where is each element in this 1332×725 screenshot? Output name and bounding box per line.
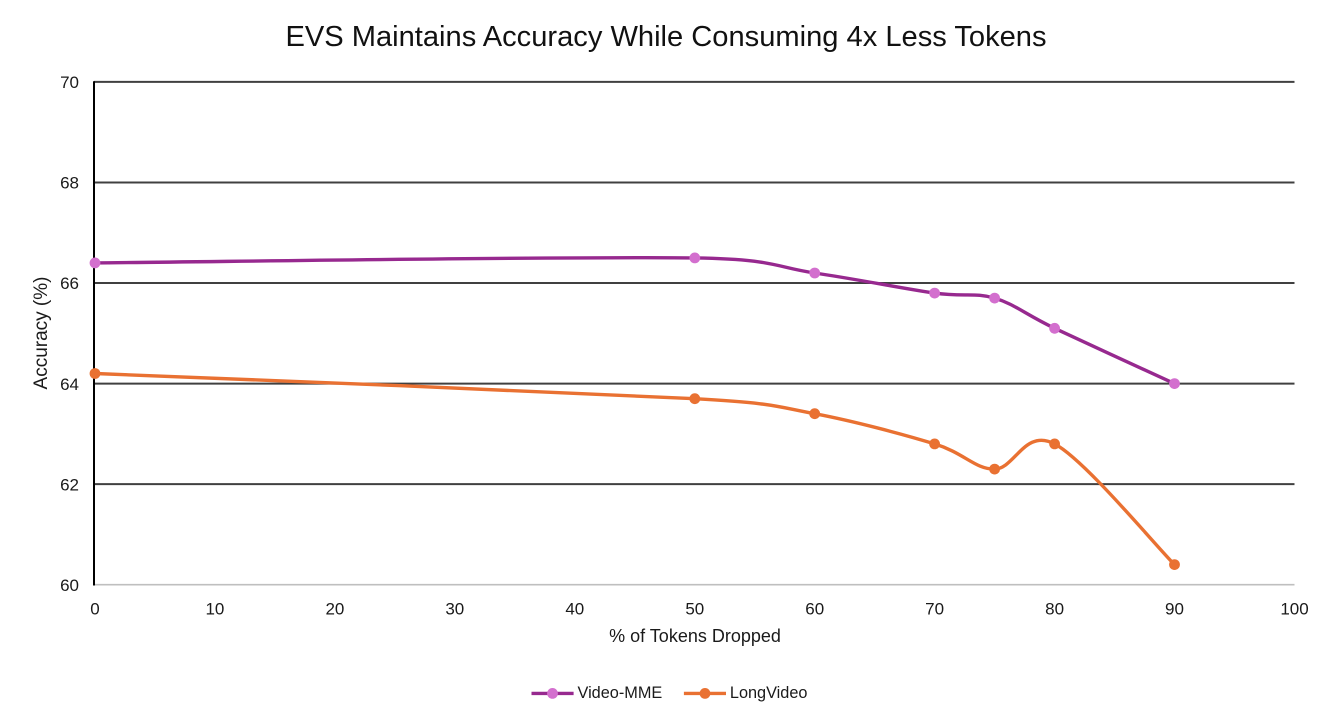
svg-text:Video-MME: Video-MME bbox=[578, 684, 663, 702]
svg-text:30: 30 bbox=[445, 599, 464, 618]
svg-text:68: 68 bbox=[60, 174, 79, 193]
svg-text:10: 10 bbox=[205, 599, 224, 618]
svg-text:% of Tokens Dropped: % of Tokens Dropped bbox=[609, 626, 781, 646]
svg-text:66: 66 bbox=[60, 274, 79, 293]
svg-text:70: 70 bbox=[925, 599, 944, 618]
svg-text:70: 70 bbox=[60, 73, 79, 92]
svg-text:Accuracy (%): Accuracy (%) bbox=[31, 277, 52, 390]
svg-text:60: 60 bbox=[805, 599, 824, 618]
svg-text:20: 20 bbox=[325, 599, 344, 618]
svg-text:64: 64 bbox=[60, 375, 79, 394]
svg-text:LongVideo: LongVideo bbox=[730, 684, 808, 702]
svg-text:50: 50 bbox=[685, 599, 704, 618]
svg-text:40: 40 bbox=[565, 599, 584, 618]
svg-text:0: 0 bbox=[90, 599, 99, 618]
svg-text:90: 90 bbox=[1165, 599, 1184, 618]
svg-text:EVS Maintains Accuracy While C: EVS Maintains Accuracy While Consuming 4… bbox=[285, 21, 1046, 53]
svg-text:60: 60 bbox=[60, 576, 79, 595]
svg-text:100: 100 bbox=[1280, 599, 1308, 618]
svg-text:62: 62 bbox=[60, 475, 79, 494]
svg-text:80: 80 bbox=[1045, 599, 1064, 618]
